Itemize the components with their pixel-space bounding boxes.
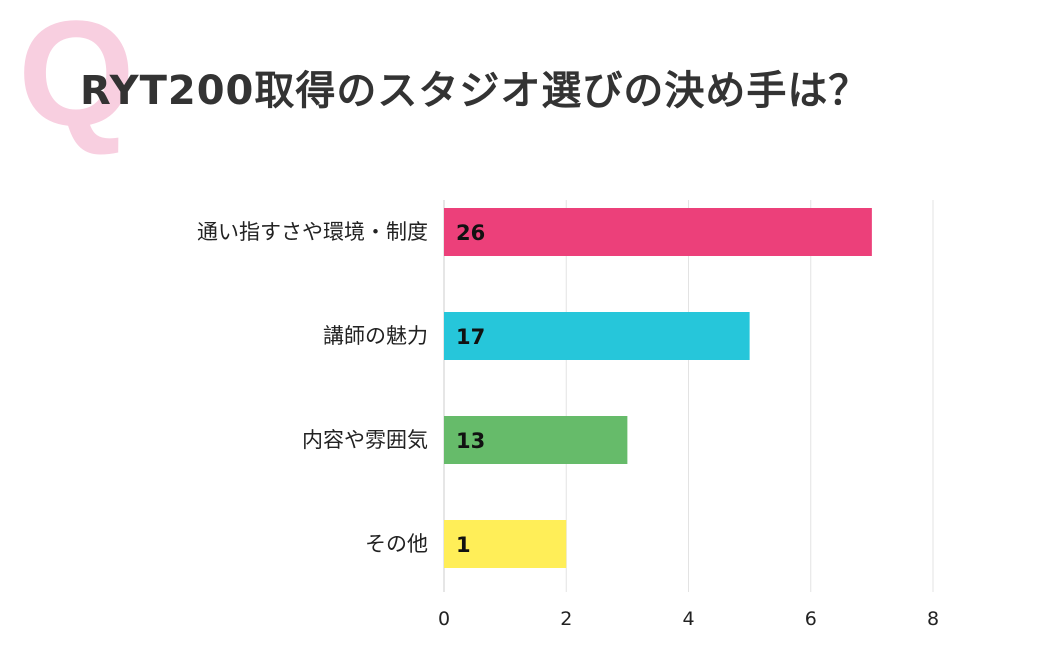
category-label: 講師の魅力 <box>323 324 428 348</box>
bar <box>444 520 567 568</box>
data-label: 17 <box>456 325 485 349</box>
q-mark: Q <box>18 0 135 157</box>
category-label: その他 <box>365 532 428 556</box>
bar <box>444 208 872 256</box>
x-tick-label: 6 <box>805 608 817 630</box>
bar <box>444 312 750 360</box>
chart-title: RYT200取得のスタジオ選びの決め手は？ <box>80 68 870 114</box>
x-tick-label: 0 <box>438 608 450 630</box>
x-tick-label: 8 <box>927 608 939 630</box>
category-label: 通い指すさや環境・制度 <box>197 220 428 244</box>
category-label: 内容や雰囲気 <box>302 428 428 452</box>
data-label: 13 <box>456 429 485 453</box>
x-tick-label: 2 <box>560 608 572 630</box>
x-tick-label: 4 <box>682 608 694 630</box>
data-label: 26 <box>456 221 485 245</box>
data-label: 1 <box>456 533 471 557</box>
bar <box>444 416 628 464</box>
